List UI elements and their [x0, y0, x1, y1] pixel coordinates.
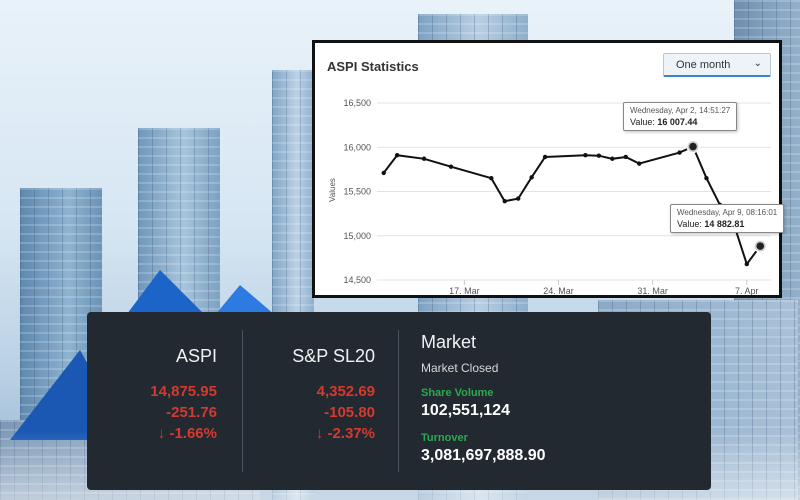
index-percent: ↓ -2.37% — [315, 425, 375, 442]
aspi-statistics-panel: 14,500 15,000 15,500 16,000 16,500 17. Mar 24… — [312, 40, 785, 298]
data-point — [744, 261, 749, 267]
tooltip-date: Wednesday, Apr 9, 08:16:01 — [677, 208, 778, 217]
tooltip-value-number: 16 007.44 — [657, 117, 698, 127]
index-value: 14,875.95 — [150, 383, 217, 400]
y-axis-label: Values — [328, 178, 337, 202]
chevron-down-icon: ⌄ — [753, 58, 762, 69]
index-change: -105.80 — [324, 404, 375, 421]
market-status: Market Market Closed Share Volume 102,55… — [421, 332, 546, 465]
data-points — [381, 140, 767, 267]
turnover-value: 3,081,697,888.90 — [421, 447, 546, 464]
tooltip-value: Value: 16 007.44 — [630, 117, 730, 127]
aspi-line-chart: 14,500 15,000 15,500 16,000 16,500 17. Mar 24… — [328, 98, 771, 295]
index-sp-sl20[interactable]: S&P SL20 4,352.69 -105.80 ↓ -2.37% — [292, 346, 375, 444]
x-tick-label: 17. Mar — [449, 286, 480, 295]
x-axis-ticks: 17. Mar 24. Mar 31. Mar 7. Apr — [449, 280, 759, 295]
y-tick-label: 15,000 — [343, 231, 371, 241]
y-tick-label: 14,500 — [343, 275, 371, 285]
data-point-highlighted — [689, 142, 697, 151]
market-summary-panel: ASPI 14,875.95 -251.76 ↓ -1.66% S&P SL20… — [87, 312, 711, 490]
share-volume-value: 102,551,124 — [421, 402, 510, 419]
x-tick-label: 7. Apr — [735, 286, 759, 295]
index-change: -251.76 — [166, 404, 217, 421]
index-value: 4,352.69 — [316, 383, 375, 400]
data-point-highlighted — [756, 242, 765, 250]
index-aspi[interactable]: ASPI 14,875.95 -251.76 ↓ -1.66% — [150, 346, 217, 444]
y-tick-label: 16,000 — [343, 142, 371, 152]
data-point — [637, 161, 642, 166]
turnover-label: Turnover — [421, 432, 468, 444]
x-tick-label: 24. Mar — [543, 286, 574, 295]
y-axis-ticks: 14,500 15,000 15,500 16,000 16,500 — [343, 98, 371, 285]
data-point — [421, 156, 427, 161]
y-tick-label: 16,500 — [343, 98, 371, 108]
data-point — [542, 154, 548, 160]
data-point — [394, 153, 400, 158]
data-point — [502, 199, 507, 204]
market-status-text: Market Closed — [421, 361, 499, 375]
tooltip-value-label: Value: — [677, 219, 702, 229]
data-point — [381, 170, 386, 176]
tooltip-date: Wednesday, Apr 2, 14:51:27 — [630, 106, 731, 115]
tooltip-value-label: Value: — [630, 117, 655, 127]
tooltip-value-number: 14 882.81 — [704, 219, 745, 229]
x-tick-label: 31. Mar — [637, 286, 668, 295]
data-point — [704, 176, 709, 181]
data-point — [610, 156, 615, 161]
market-title: Market — [421, 332, 477, 352]
divider — [398, 330, 399, 472]
tooltip-value: Value: 14 882.81 — [677, 219, 777, 229]
data-point — [448, 164, 454, 169]
divider — [242, 330, 243, 472]
data-point — [677, 150, 682, 155]
tooltip-apr-9: Wednesday, Apr 9, 08:16:01 Value: 14 882… — [670, 204, 785, 233]
tooltip-apr-2: Wednesday, Apr 2, 14:51:27 Value: 16 007… — [623, 102, 738, 131]
period-select[interactable]: One month ⌄ — [663, 53, 771, 77]
share-volume-label: Share Volume — [421, 387, 494, 399]
data-point — [529, 175, 534, 180]
period-select-value: One month — [676, 58, 731, 71]
data-point — [623, 154, 628, 160]
chart-title: ASPI Statistics — [327, 59, 419, 74]
data-point — [596, 153, 602, 158]
data-point — [583, 153, 588, 158]
data-point — [489, 176, 494, 181]
y-tick-label: 15,500 — [343, 187, 371, 197]
index-name: ASPI — [175, 346, 217, 366]
data-point — [515, 196, 521, 201]
index-name: S&P SL20 — [292, 346, 375, 366]
index-percent: ↓ -1.66% — [157, 425, 217, 442]
